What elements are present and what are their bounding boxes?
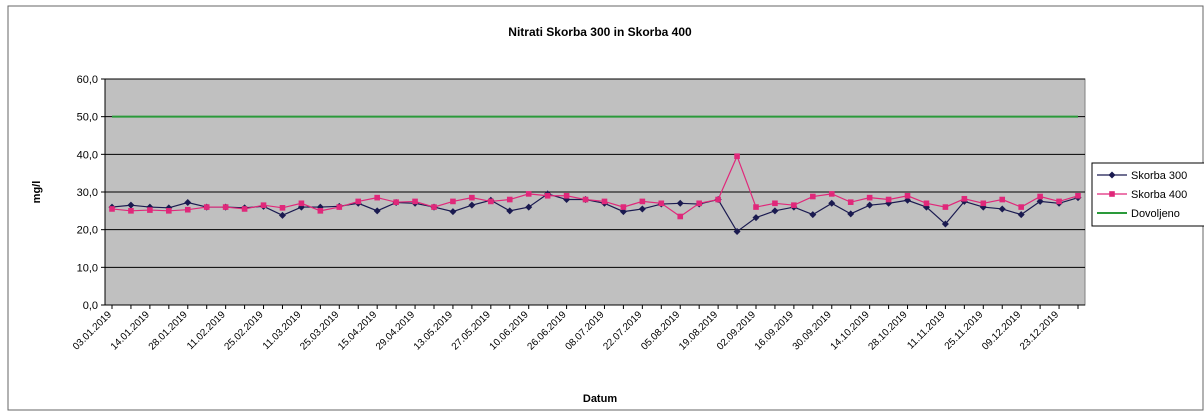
point xyxy=(506,196,513,203)
point xyxy=(449,208,457,216)
point xyxy=(109,206,115,212)
point xyxy=(753,204,759,210)
point xyxy=(696,200,702,207)
point xyxy=(431,204,437,210)
point xyxy=(469,194,475,201)
point xyxy=(147,207,153,213)
point xyxy=(563,192,570,199)
point xyxy=(810,193,816,200)
point xyxy=(222,204,229,210)
x-axis-label: Datum xyxy=(583,393,617,405)
point xyxy=(450,198,456,205)
point xyxy=(733,228,741,236)
point xyxy=(241,206,248,212)
legend-label: Dovoljeno xyxy=(1131,208,1180,220)
point xyxy=(885,196,892,203)
point xyxy=(677,213,684,220)
point xyxy=(1018,204,1024,210)
point xyxy=(639,198,646,205)
point xyxy=(525,203,533,211)
point xyxy=(317,208,324,214)
point xyxy=(809,211,817,219)
y-tick-label: 40,0 xyxy=(77,149,98,161)
point xyxy=(260,202,267,208)
legend-marker xyxy=(1109,191,1115,197)
point xyxy=(128,208,134,214)
point xyxy=(866,194,873,201)
point xyxy=(278,211,286,219)
y-tick-label: 30,0 xyxy=(77,187,98,199)
point xyxy=(847,199,854,205)
point xyxy=(1075,192,1081,199)
point xyxy=(544,192,551,199)
point xyxy=(620,204,627,210)
point xyxy=(525,191,532,197)
legend-label: Skorba 400 xyxy=(1131,189,1187,201)
point xyxy=(828,191,835,197)
legend-label: Skorba 300 xyxy=(1131,170,1187,182)
point xyxy=(279,205,286,211)
point xyxy=(771,207,779,215)
point xyxy=(941,220,949,228)
point xyxy=(998,205,1006,213)
point xyxy=(847,210,855,218)
point xyxy=(676,199,684,207)
point xyxy=(298,200,305,207)
point xyxy=(336,204,343,210)
point xyxy=(412,198,418,205)
point xyxy=(734,153,740,160)
point xyxy=(166,208,172,214)
series-line xyxy=(111,193,1079,233)
chart-title: Nitrati Skorba 300 in Skorba 400 xyxy=(508,25,692,39)
point xyxy=(961,195,968,202)
point xyxy=(791,202,797,208)
point xyxy=(374,194,380,201)
point xyxy=(1017,211,1025,219)
y-tick-label: 10,0 xyxy=(77,262,98,274)
point xyxy=(582,196,589,203)
point xyxy=(772,200,778,207)
y-tick-label: 20,0 xyxy=(77,225,98,237)
point xyxy=(942,204,949,210)
point xyxy=(638,205,646,213)
point xyxy=(601,198,608,205)
point xyxy=(203,204,210,210)
point xyxy=(904,192,911,199)
point xyxy=(1036,197,1044,205)
point xyxy=(373,207,381,215)
point xyxy=(980,200,987,207)
point xyxy=(488,198,494,205)
point xyxy=(506,207,514,215)
point xyxy=(1037,193,1043,200)
point xyxy=(828,199,836,207)
point xyxy=(715,196,721,203)
point xyxy=(866,201,874,209)
y-axis-label: mg/l xyxy=(31,181,43,204)
point xyxy=(658,200,665,207)
point xyxy=(923,200,930,207)
series-line xyxy=(111,154,1079,218)
point xyxy=(184,206,191,213)
point xyxy=(752,214,760,222)
legend-marker xyxy=(1108,171,1116,179)
point xyxy=(468,201,476,209)
point xyxy=(184,199,192,207)
point xyxy=(999,196,1006,203)
point xyxy=(393,199,399,205)
point xyxy=(127,201,135,209)
y-tick-label: 0,0 xyxy=(83,300,98,312)
point xyxy=(1056,198,1062,205)
y-tick-label: 60,0 xyxy=(77,74,98,86)
y-tick-label: 50,0 xyxy=(77,112,98,124)
point xyxy=(355,198,362,205)
